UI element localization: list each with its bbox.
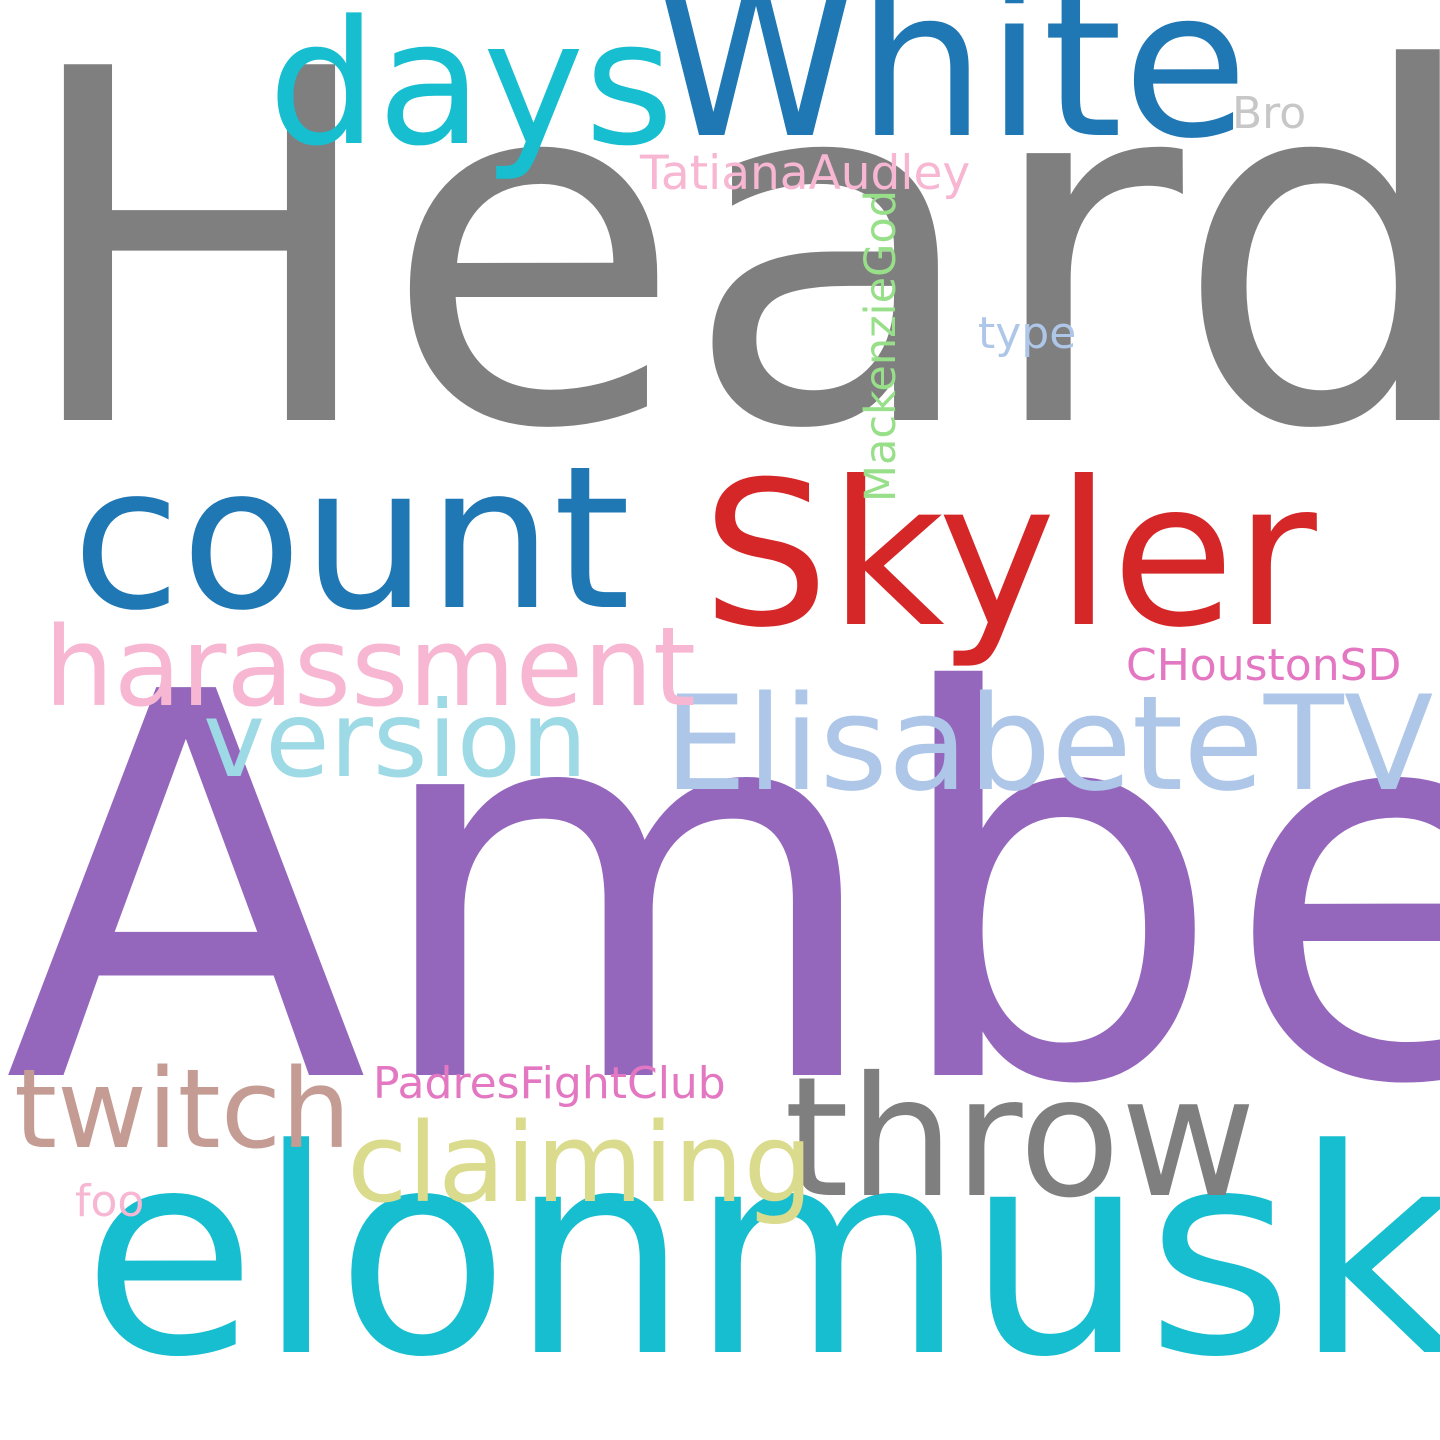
word-choustonsd: CHoustonSD	[1126, 644, 1401, 688]
word-foo: foo	[75, 1180, 144, 1224]
word-bro: Bro	[1232, 92, 1306, 136]
word-padresfightclub: PadresFightClub	[373, 1062, 726, 1106]
word-elisabetetv: ElisabeteTV	[664, 678, 1433, 809]
word-version: version	[203, 688, 588, 793]
word-days: days	[268, 0, 674, 170]
word-twitch: twitch	[14, 1054, 351, 1164]
word-mackenziegod: MackenzieGod	[860, 190, 903, 502]
word-white: White	[655, 0, 1248, 168]
word-claiming: claiming	[347, 1108, 813, 1218]
word-skyler: Skyler	[702, 456, 1317, 656]
word-tatianaaudley: TatianaAudley	[640, 150, 970, 197]
word-type: type	[978, 312, 1076, 356]
word-throw: throw	[784, 1056, 1256, 1222]
